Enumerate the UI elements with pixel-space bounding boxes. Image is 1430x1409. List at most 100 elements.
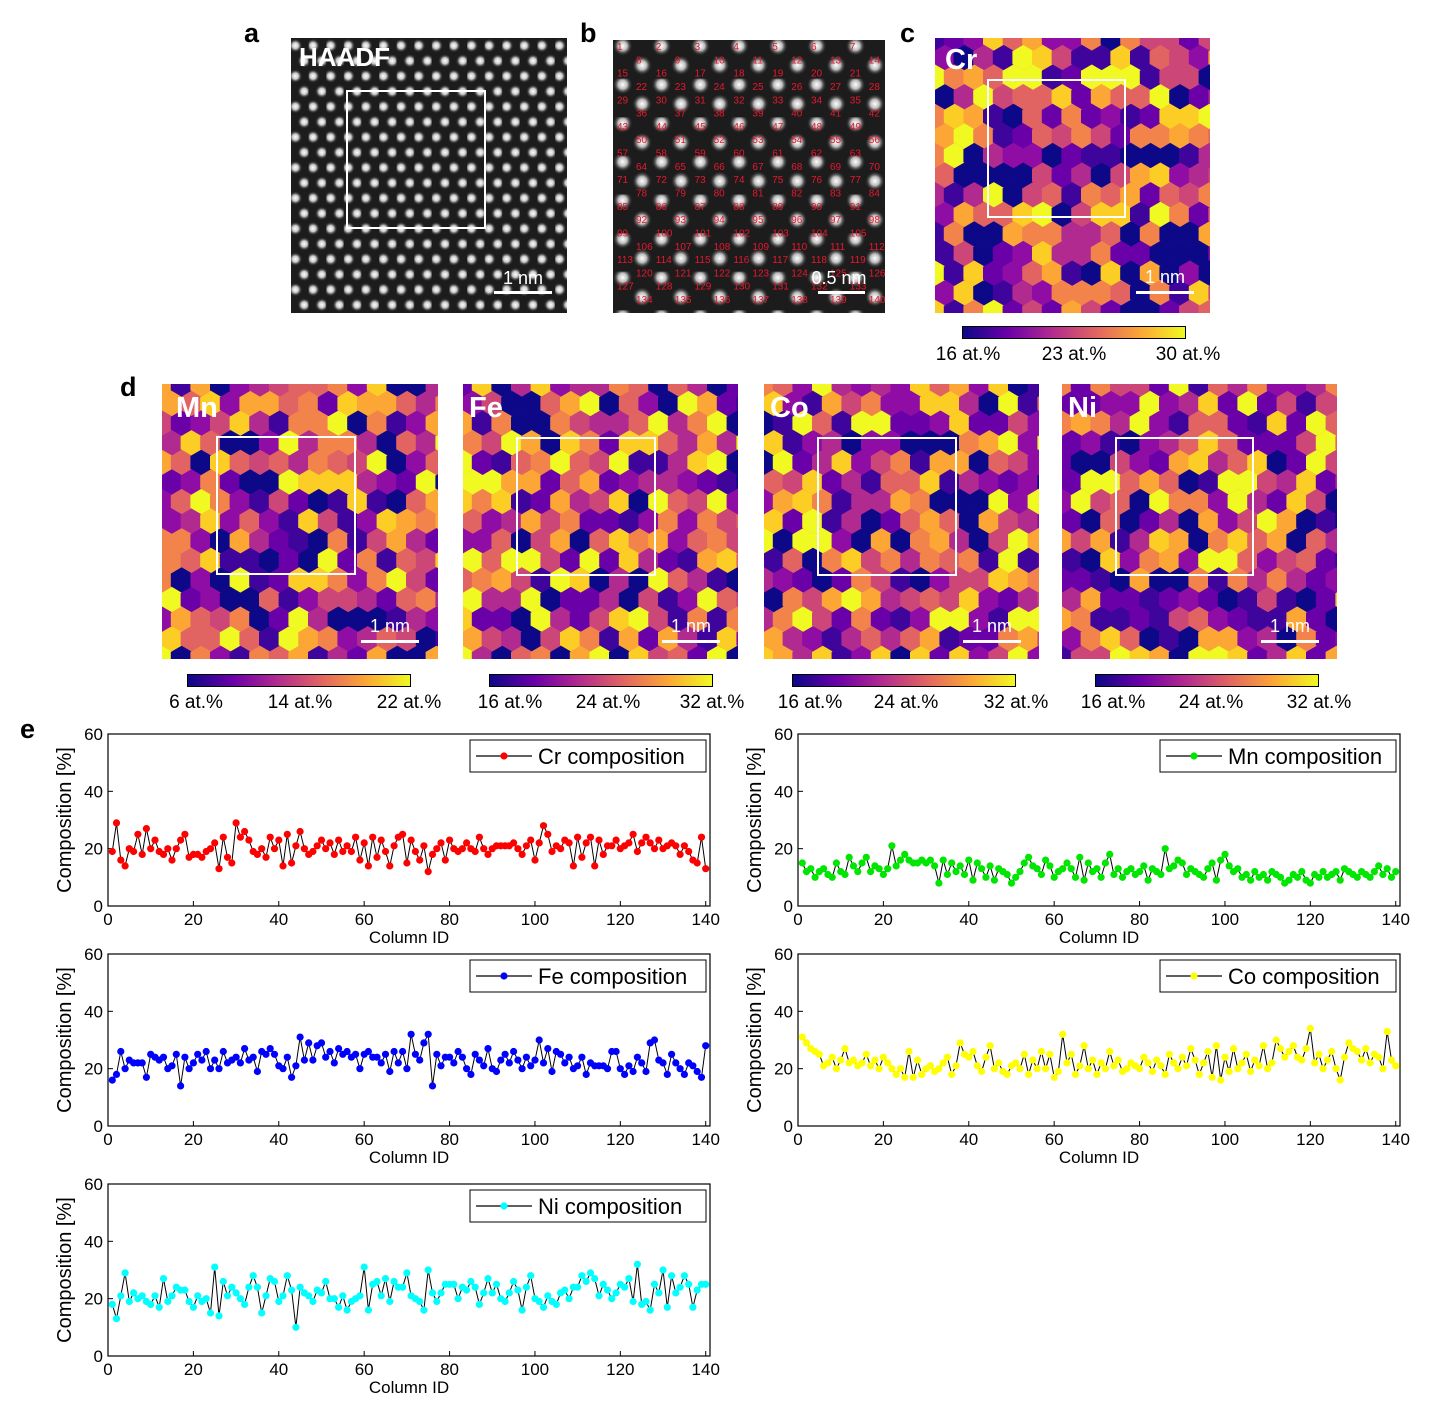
composition-cell xyxy=(366,449,389,476)
data-point xyxy=(463,1065,471,1073)
composition-cell xyxy=(1037,513,1039,529)
composition-cell xyxy=(317,469,340,495)
composition-cell xyxy=(968,488,991,515)
data-point xyxy=(1076,1062,1084,1070)
data-point xyxy=(1003,1070,1011,1078)
data-point xyxy=(228,859,236,867)
data-point xyxy=(463,1286,471,1294)
data-point xyxy=(544,1292,552,1300)
composition-cell xyxy=(943,299,966,313)
composition-cell xyxy=(1119,508,1142,534)
column-id-label: 44 xyxy=(656,122,668,133)
composition-cell xyxy=(1130,240,1152,267)
composition-cell xyxy=(162,645,173,659)
composition-cell xyxy=(1062,488,1073,515)
composition-cell xyxy=(1266,528,1289,554)
data-point xyxy=(1020,859,1028,867)
composition-cell xyxy=(1129,410,1152,436)
composition-cell xyxy=(1208,89,1210,105)
composition-cell xyxy=(1119,547,1142,574)
composition-cell xyxy=(959,626,981,652)
composition-cell xyxy=(1208,645,1230,659)
data-point xyxy=(901,850,909,858)
data-point xyxy=(578,1272,586,1280)
column-id-label: 10 xyxy=(714,55,726,66)
composition-cell xyxy=(939,626,961,652)
data-point xyxy=(1375,862,1383,870)
data-point xyxy=(625,839,633,847)
data-point xyxy=(189,1303,197,1311)
column-id-label: 67 xyxy=(752,162,764,173)
composition-cell xyxy=(1061,182,1083,208)
composition-cell xyxy=(736,435,738,451)
composition-cell xyxy=(992,240,1015,267)
composition-cell xyxy=(599,508,621,534)
composition-cell xyxy=(540,547,562,574)
data-point xyxy=(1332,1065,1340,1073)
x-tick-label: 120 xyxy=(606,910,634,929)
data-point xyxy=(1020,1050,1028,1058)
column-id-label: 102 xyxy=(733,228,750,239)
co-composition-chart: 0 20 40 60 80 100 120 140 0 20 40 60 Column ID Compos… xyxy=(740,944,1410,1174)
data-point xyxy=(1336,876,1344,884)
composition-cell xyxy=(1306,567,1328,593)
composition-cell xyxy=(1130,123,1152,149)
plot-frame xyxy=(797,733,1401,907)
composition-cell xyxy=(1012,123,1034,149)
composition-cell xyxy=(890,567,912,593)
composition-cell xyxy=(560,390,582,417)
data-point xyxy=(514,1056,522,1064)
data-point xyxy=(317,1289,326,1297)
column-id-label: 75 xyxy=(772,175,784,186)
composition-cell xyxy=(357,626,379,652)
y-tick-label: 40 xyxy=(774,782,793,801)
composition-cell xyxy=(1110,123,1132,149)
composition-cell xyxy=(170,606,193,632)
data-point xyxy=(586,1269,595,1277)
composition-cell xyxy=(415,626,438,652)
composition-cell xyxy=(935,280,956,306)
composition-cell xyxy=(1266,645,1289,659)
composition-cell xyxy=(259,390,281,417)
composition-cell xyxy=(1198,508,1220,534)
column-id-label: 79 xyxy=(675,188,687,199)
cr-map: Cr 1 nm xyxy=(935,38,1210,313)
data-point xyxy=(1093,1070,1101,1078)
data-point xyxy=(117,1292,125,1300)
data-point xyxy=(802,1039,811,1047)
composition-cell xyxy=(1027,606,1039,632)
y-tick-label: 0 xyxy=(94,897,103,916)
composition-cell xyxy=(929,410,952,436)
composition-cell xyxy=(190,410,212,436)
composition-cell xyxy=(1071,240,1093,267)
composition-cell xyxy=(687,567,709,593)
data-point xyxy=(1042,1065,1050,1073)
column-id-label: 115 xyxy=(695,255,711,266)
composition-cell xyxy=(772,606,795,632)
column-id-label: 111 xyxy=(830,242,846,253)
composition-cell xyxy=(1139,142,1162,169)
colorbar-tick: 6 at.% xyxy=(169,692,223,713)
composition-cell xyxy=(628,449,651,476)
composition-cell xyxy=(1139,626,1161,652)
column-id-label: 138 xyxy=(791,295,808,306)
data-point xyxy=(467,1070,475,1078)
composition-cell xyxy=(1081,299,1103,313)
data-point xyxy=(1144,876,1152,884)
composition-cell xyxy=(579,626,602,652)
x-axis-label: Column ID xyxy=(369,1378,449,1397)
composition-cell xyxy=(983,260,1005,286)
data-point xyxy=(522,842,530,850)
data-point xyxy=(1323,1056,1331,1064)
data-point xyxy=(586,833,595,841)
data-point xyxy=(1392,868,1400,876)
composition-cell xyxy=(386,488,408,515)
x-tick-label: 100 xyxy=(1211,1130,1239,1149)
composition-cell xyxy=(162,488,173,515)
y-tick-label: 60 xyxy=(84,1175,103,1194)
data-point xyxy=(1016,1065,1024,1073)
column-id-label: 58 xyxy=(656,149,668,160)
composition-cell xyxy=(851,606,873,632)
composition-cell xyxy=(435,630,438,647)
data-point xyxy=(1037,1047,1045,1056)
